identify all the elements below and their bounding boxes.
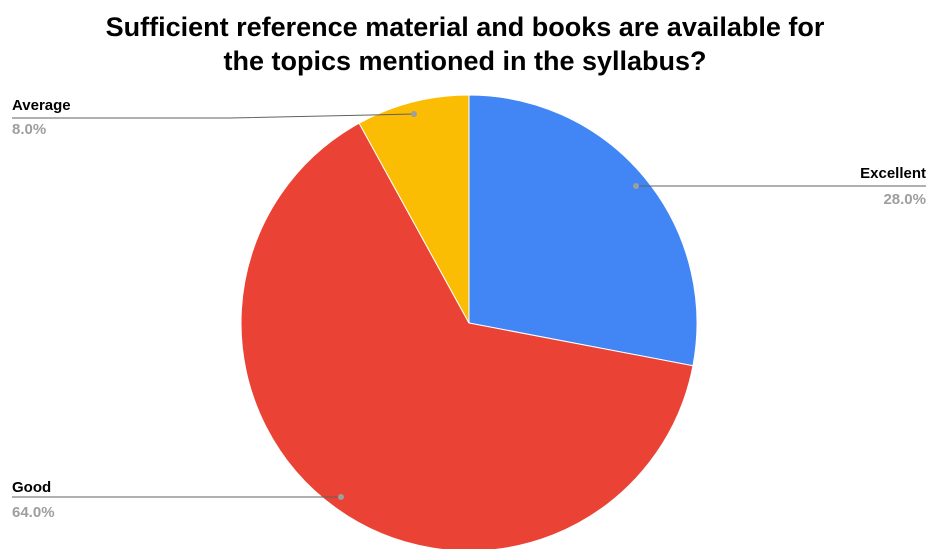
chart-title-line-1: Sufficient reference material and books … <box>106 12 825 42</box>
pie-slice-average <box>358 94 470 324</box>
excellent-leader-dot <box>633 183 639 189</box>
slice-labels: Excellent 28.0% Good 64.0% Average 8.0% <box>12 97 926 521</box>
pie-slices <box>240 94 698 549</box>
average-leader-dot <box>411 111 417 117</box>
excellent-label: Excellent <box>860 165 926 182</box>
average-label: Average <box>12 97 71 114</box>
excellent-percent: 28.0% <box>883 191 926 208</box>
good-label: Good <box>12 479 51 496</box>
average-percent: 8.0% <box>12 121 46 138</box>
average-leader-line <box>12 113 415 119</box>
pie-slice-good <box>240 122 694 549</box>
good-leader-dot <box>338 494 344 500</box>
good-percent: 64.0% <box>12 504 55 521</box>
chart-title: Sufficient reference material and books … <box>106 12 825 76</box>
chart-title-line-2: the topics mentioned in the syllabus? <box>223 46 706 76</box>
pie-slice-excellent <box>468 94 698 367</box>
